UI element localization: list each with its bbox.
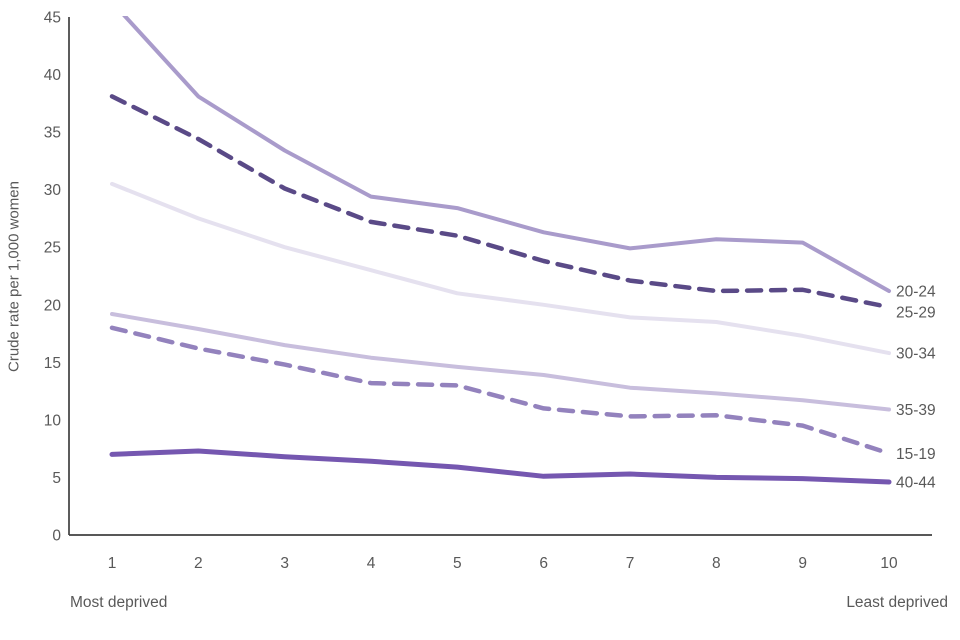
line-20-24: [122, 16, 891, 293]
y-axis-title: Crude rate per 1,000 women: [5, 181, 23, 372]
x-tick-label: 3: [280, 555, 289, 572]
x-tick-label: 7: [626, 555, 635, 572]
legend-label-15-19: 15-19: [896, 446, 936, 463]
x-tick-label: 2: [194, 555, 203, 572]
line-40-44: [109, 448, 892, 485]
y-tick-label: 40: [44, 67, 62, 84]
y-tick-label: 20: [44, 297, 62, 314]
legend-label-20-24: 20-24: [896, 283, 936, 300]
line-25-29: [109, 94, 892, 310]
legend-label-40-44: 40-44: [896, 475, 936, 492]
x-tick-label: 10: [880, 555, 898, 572]
legend-label-25-29: 25-29: [896, 304, 936, 321]
line-30-34: [110, 181, 891, 356]
x-tick-label: 1: [108, 555, 117, 572]
x-tick-label: 9: [798, 555, 807, 572]
x-tick-label: 5: [453, 555, 462, 572]
legend-label-30-34: 30-34: [896, 346, 936, 363]
y-tick-label: 35: [44, 125, 61, 142]
x-tick-label: 8: [712, 555, 721, 572]
x-axis-caption-least-deprived: Least deprived: [846, 594, 948, 611]
y-tick-label: 0: [52, 528, 61, 545]
y-tick-label: 5: [52, 470, 61, 487]
y-tick-label: 30: [44, 182, 62, 199]
x-axis-caption-most-deprived: Most deprived: [70, 594, 168, 611]
legend-label-35-39: 35-39: [896, 402, 936, 419]
x-tick-label: 6: [539, 555, 548, 572]
line-15-19: [109, 325, 892, 456]
y-tick-label: 10: [44, 412, 62, 429]
line-35-39: [110, 312, 891, 412]
y-tick-label: 25: [44, 240, 61, 257]
x-tick-label: 4: [367, 555, 376, 572]
y-tick-label: 45: [44, 10, 61, 27]
y-tick-label: 15: [44, 355, 61, 372]
